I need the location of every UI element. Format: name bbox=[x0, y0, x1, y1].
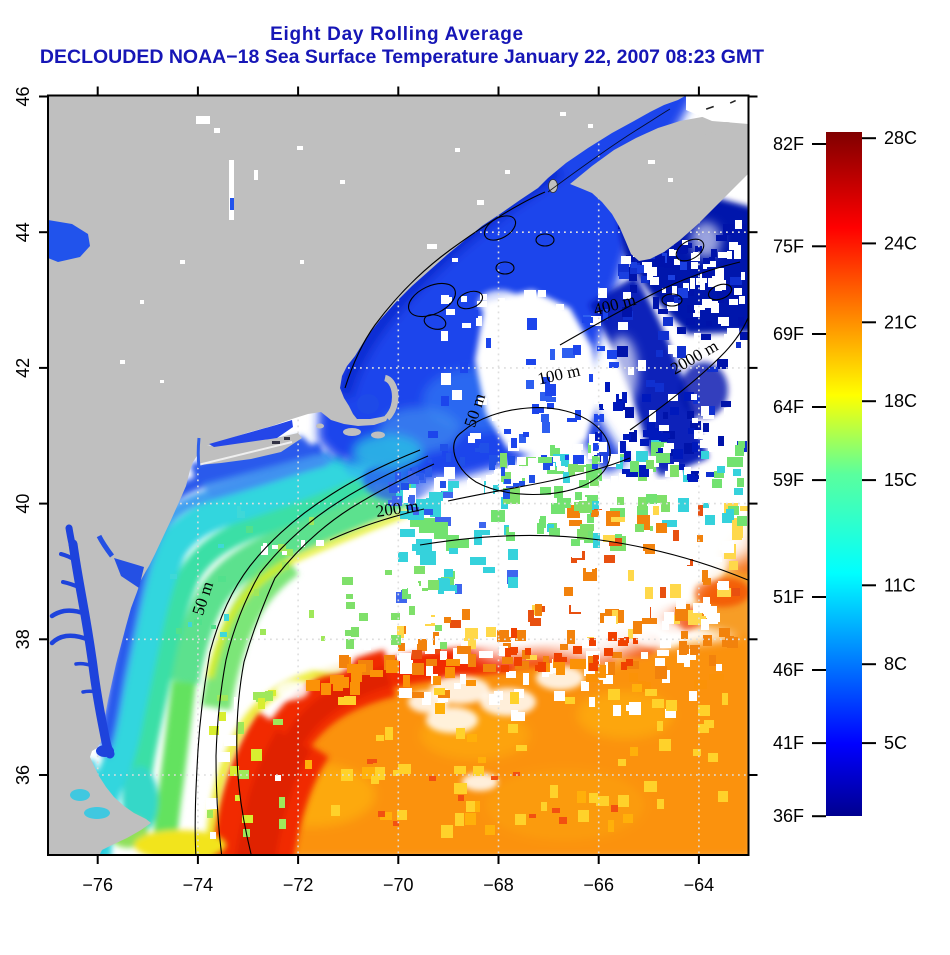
svg-text:42: 42 bbox=[13, 358, 33, 378]
svg-text:38: 38 bbox=[13, 629, 33, 649]
svg-text:44: 44 bbox=[13, 222, 33, 242]
svg-text:64F: 64F bbox=[773, 397, 804, 417]
svg-text:−74: −74 bbox=[183, 875, 214, 895]
svg-text:−72: −72 bbox=[283, 875, 314, 895]
svg-text:24C: 24C bbox=[884, 233, 917, 253]
svg-text:8C: 8C bbox=[884, 654, 907, 674]
svg-text:DECLOUDED NOAA−18 Sea Surface: DECLOUDED NOAA−18 Sea Surface Temperatur… bbox=[40, 46, 764, 68]
svg-text:−76: −76 bbox=[82, 875, 113, 895]
svg-text:−64: −64 bbox=[684, 875, 715, 895]
svg-text:28C: 28C bbox=[884, 128, 917, 148]
svg-text:21C: 21C bbox=[884, 312, 917, 332]
svg-text:59F: 59F bbox=[773, 470, 804, 490]
svg-text:−68: −68 bbox=[483, 875, 514, 895]
svg-text:82F: 82F bbox=[773, 134, 804, 154]
svg-text:46: 46 bbox=[13, 86, 33, 106]
svg-text:5C: 5C bbox=[884, 733, 907, 753]
svg-text:36F: 36F bbox=[773, 806, 804, 826]
svg-text:18C: 18C bbox=[884, 391, 917, 411]
svg-text:41F: 41F bbox=[773, 733, 804, 753]
svg-text:40: 40 bbox=[13, 494, 33, 514]
svg-text:15C: 15C bbox=[884, 470, 917, 490]
svg-text:36: 36 bbox=[13, 765, 33, 785]
svg-text:−66: −66 bbox=[583, 875, 614, 895]
svg-text:11C: 11C bbox=[884, 575, 916, 595]
svg-text:75F: 75F bbox=[773, 236, 804, 256]
svg-text:Eight Day Rolling Average: Eight Day Rolling Average bbox=[270, 24, 524, 45]
svg-text:46F: 46F bbox=[773, 660, 804, 680]
svg-text:−70: −70 bbox=[383, 875, 414, 895]
svg-text:69F: 69F bbox=[773, 324, 804, 344]
svg-text:51F: 51F bbox=[773, 587, 804, 607]
